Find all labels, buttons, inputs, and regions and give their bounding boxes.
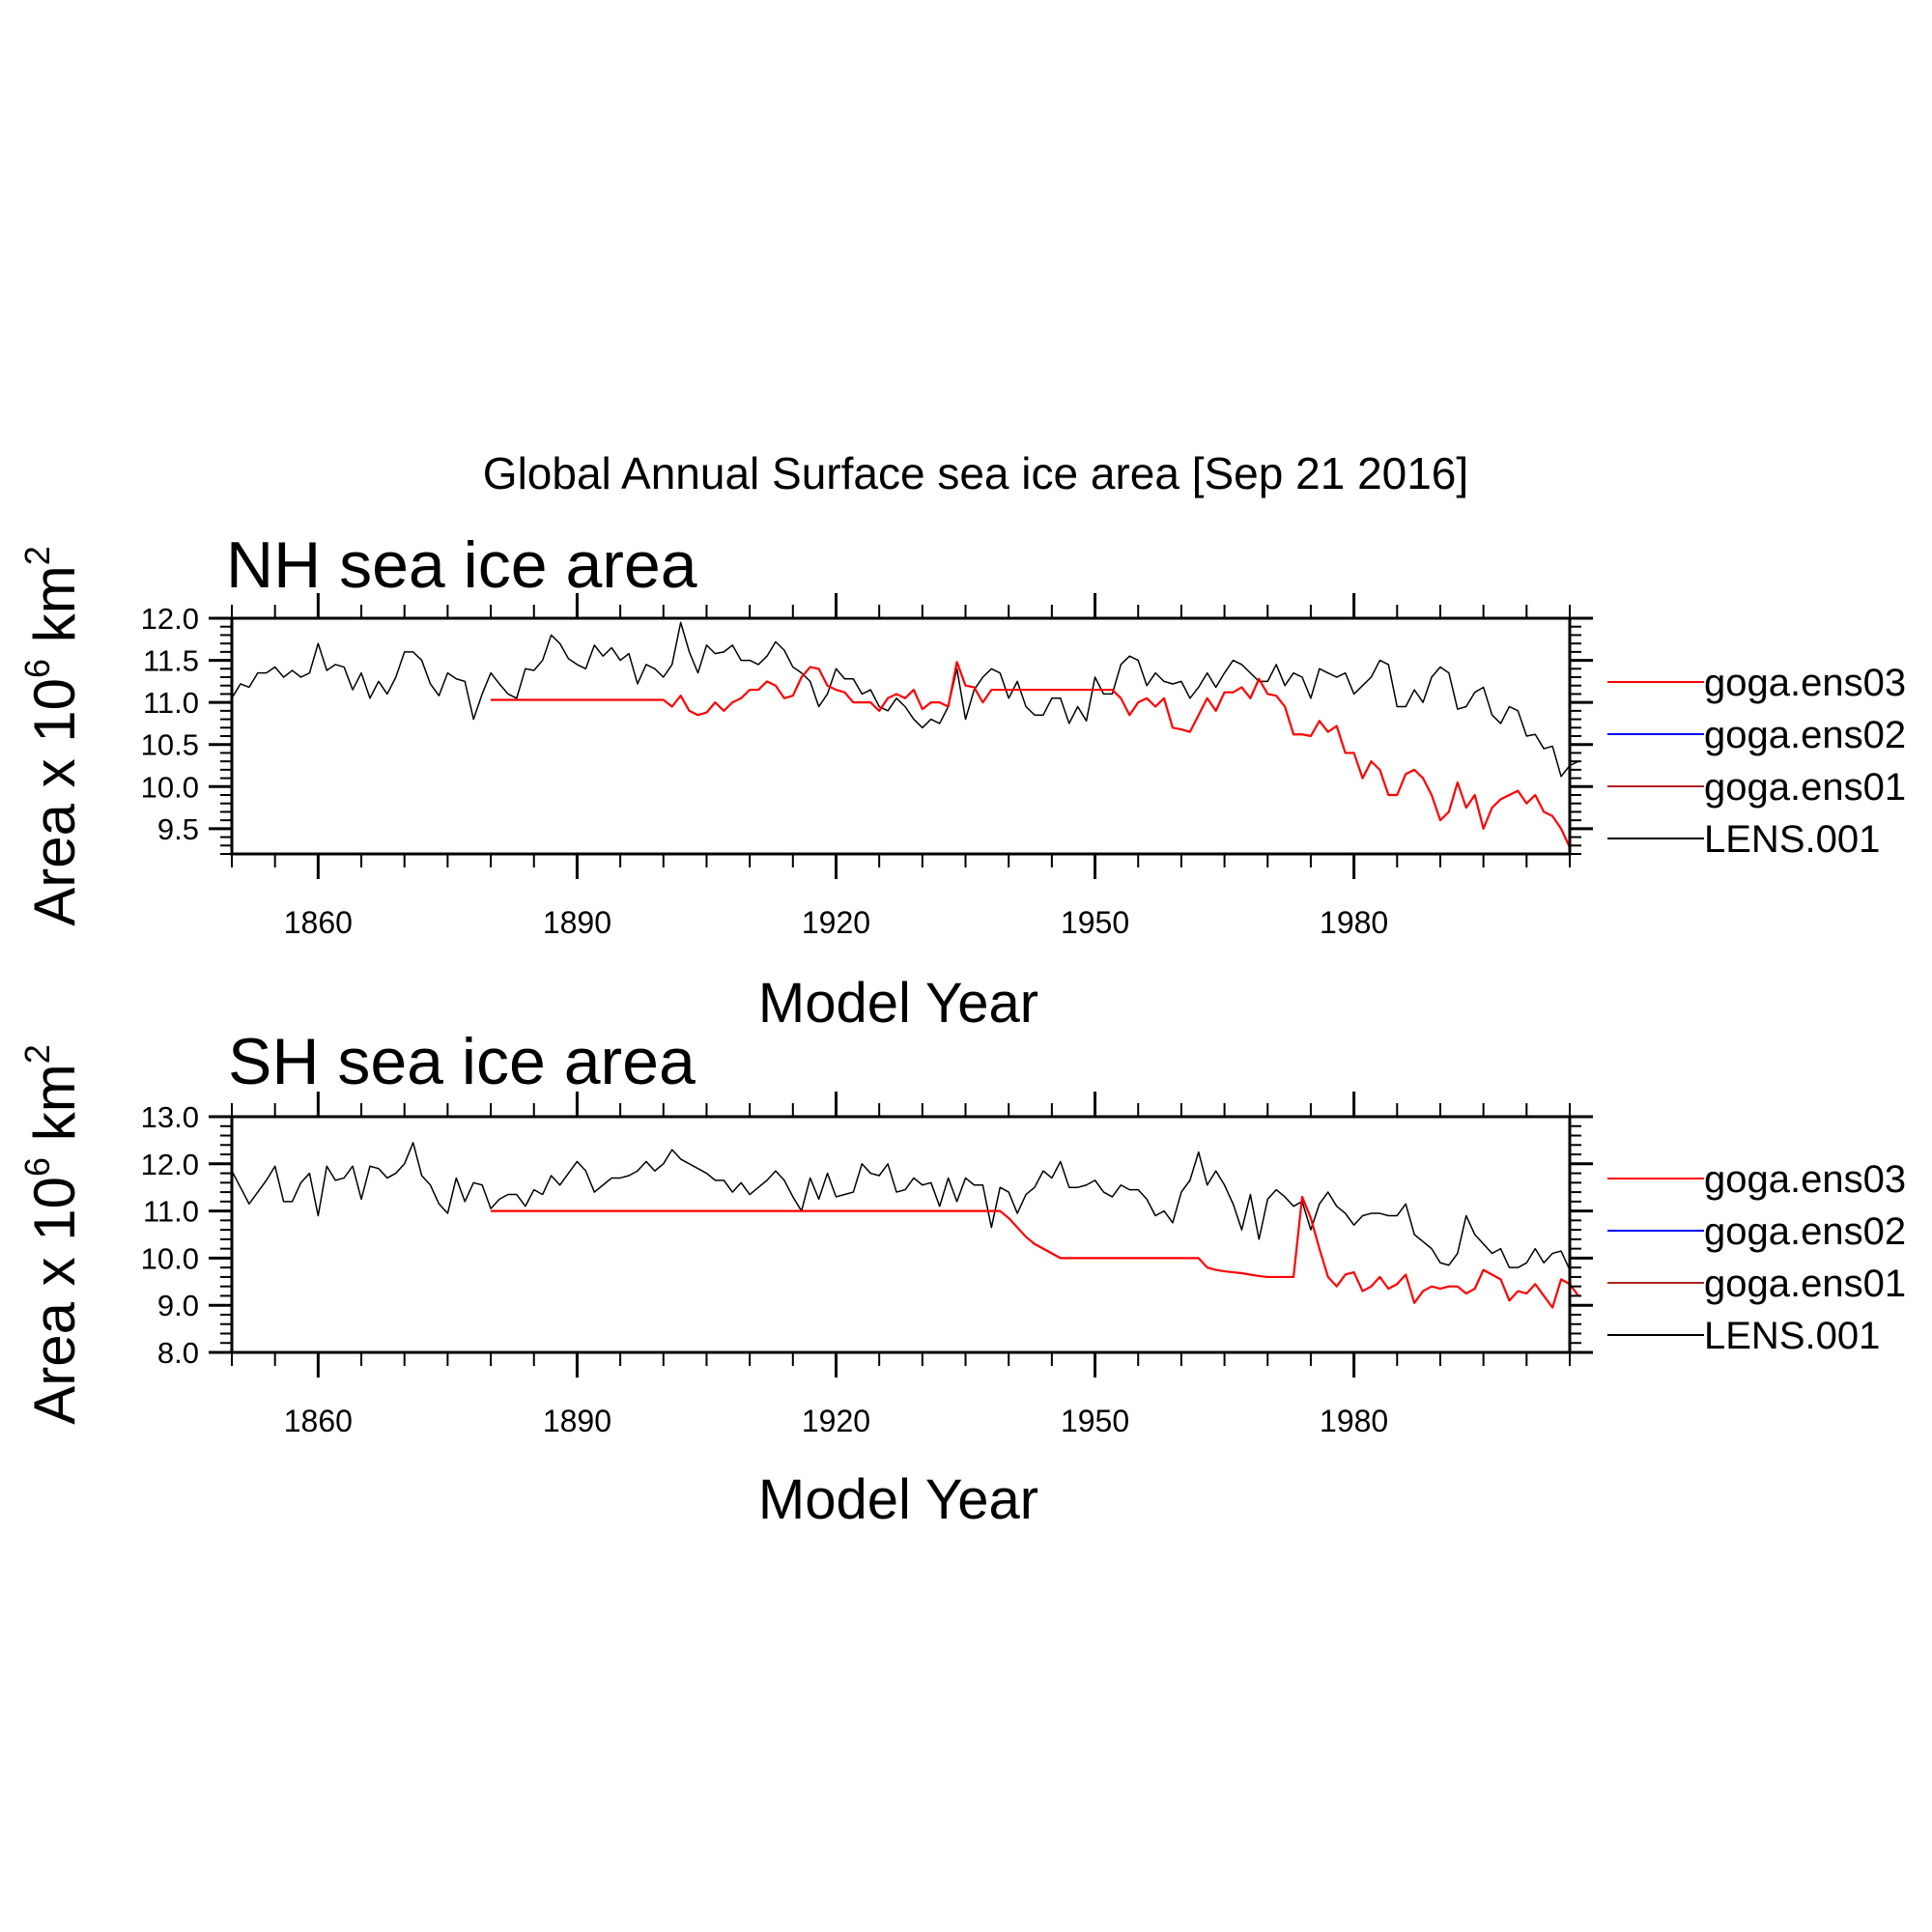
nh-legend-label-goga-ens01: goga.ens01 xyxy=(1704,766,1906,809)
nh-panel: NH sea ice area Area x 106 km2 Model Yea… xyxy=(17,528,1906,1035)
sh-legend-label-LENS-001: LENS.001 xyxy=(1704,1315,1880,1357)
sh-y-tick-label: 9.0 xyxy=(157,1289,199,1322)
sh-y-tick-label: 11.0 xyxy=(143,1195,199,1229)
sh-y-label-text: Area x 10 xyxy=(22,1177,87,1425)
nh-legend-label-LENS-001: LENS.001 xyxy=(1704,818,1880,861)
sh-y-tick-label: 12.0 xyxy=(141,1148,199,1181)
sh-x-tick-label: 1950 xyxy=(1061,1404,1129,1438)
figure-title: Global Annual Surface sea ice area [Sep … xyxy=(483,448,1468,498)
nh-legend-label-goga-ens02: goga.ens02 xyxy=(1704,714,1906,756)
sh-panel: SH sea ice area Area x 106 km2 Model Yea… xyxy=(17,1025,1906,1531)
nh-x-tick-label: 1950 xyxy=(1061,905,1129,940)
sh-y-label-unit: km xyxy=(22,1064,87,1157)
nh-x-tick-label: 1890 xyxy=(543,905,611,940)
sh-plot-frame xyxy=(230,1115,1572,1354)
nh-y-label-exp2: 2 xyxy=(17,546,57,565)
sh-y-label-exp1: 6 xyxy=(17,1157,57,1177)
sh-legend-label-goga-ens02: goga.ens02 xyxy=(1704,1210,1906,1253)
nh-y-label-unit: km xyxy=(22,565,87,659)
nh-x-tick-label: 1860 xyxy=(284,905,353,940)
nh-y-axis-label: Area x 106 km2 xyxy=(17,546,87,926)
sh-legend-label-goga-ens03: goga.ens03 xyxy=(1704,1158,1906,1201)
sh-x-tick-label: 1920 xyxy=(802,1404,870,1438)
nh-legend-label-goga-ens03: goga.ens03 xyxy=(1704,662,1906,704)
nh-y-tick-label: 10.5 xyxy=(141,728,199,762)
sh-line-goga-ens03 xyxy=(491,1195,1579,1309)
nh-panel-title: NH sea ice area xyxy=(226,528,697,602)
nh-x-tick-label: 1980 xyxy=(1320,905,1388,940)
nh-y-tick-label: 12.0 xyxy=(141,602,199,636)
nh-line-goga-ens03 xyxy=(491,661,1571,848)
sh-y-axis-label: Area x 106 km2 xyxy=(17,1044,87,1425)
nh-line-LENS-001 xyxy=(231,621,1579,778)
sh-legend-label-goga-ens01: goga.ens01 xyxy=(1704,1263,1906,1305)
sh-x-tick-label: 1890 xyxy=(543,1404,611,1438)
nh-y-tick-label: 9.5 xyxy=(157,812,199,846)
sh-line-LENS-001 xyxy=(231,1142,1571,1270)
sh-y-tick-label: 8.0 xyxy=(157,1336,199,1370)
sh-x-tick-label: 1980 xyxy=(1320,1404,1388,1438)
nh-x-axis-label: Model Year xyxy=(758,972,1038,1035)
sh-y-tick-label: 10.0 xyxy=(141,1241,199,1275)
nh-y-label-exp1: 6 xyxy=(17,659,57,678)
nh-y-tick-label: 11.0 xyxy=(143,686,199,720)
nh-y-tick-label: 10.0 xyxy=(141,770,199,804)
sh-y-label-exp2: 2 xyxy=(17,1044,57,1064)
sh-x-tick-label: 1860 xyxy=(284,1404,353,1438)
sh-y-tick-label: 13.0 xyxy=(141,1100,199,1134)
nh-y-tick-label: 11.5 xyxy=(143,644,199,678)
nh-x-tick-label: 1920 xyxy=(802,905,870,940)
sh-x-axis-label: Model Year xyxy=(758,1468,1038,1531)
nh-y-label-text: Area x 10 xyxy=(22,678,87,926)
sh-panel-title: SH sea ice area xyxy=(228,1025,696,1098)
